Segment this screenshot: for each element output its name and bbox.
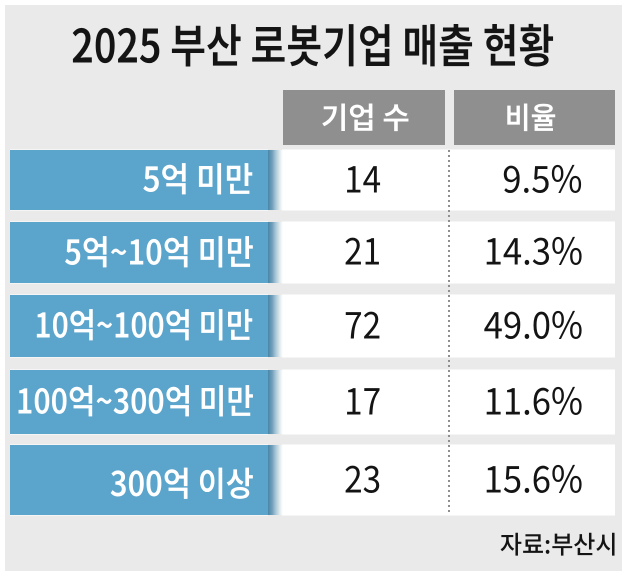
ratio-value: 15.6% — [454, 445, 583, 515]
ratio-value-text: 15.6% — [483, 449, 583, 504]
ratio-value: 14.3% — [454, 221, 583, 284]
ratio-value: 49.0% — [454, 295, 583, 357]
column-header-ratio-text: 비율 — [504, 93, 557, 137]
ratio-value: 9.5% — [454, 149, 583, 210]
companies-value-text: 21 — [344, 221, 382, 276]
ratio-value-text: 49.0% — [483, 295, 583, 350]
table-row: 100억~300억 미만 17 11.6% — [0, 370, 625, 434]
column-divider-dotted-line — [448, 150, 450, 514]
column-header-companies-text: 기업 수 — [321, 93, 410, 137]
row-label-cell: 300억 이상 — [10, 445, 283, 515]
row-label: 5억 미만 — [142, 152, 254, 202]
row-label: 10억~100억 미만 — [34, 298, 254, 348]
row-label: 100억~300억 미만 — [15, 374, 254, 424]
row-label-cell: 100억~300억 미만 — [10, 370, 283, 434]
table-row: 300억 이상 23 15.6% — [0, 445, 625, 515]
source-credit: 자료:부산시 — [495, 525, 618, 561]
column-header-ratio: 비율 — [454, 90, 615, 145]
companies-value: 21 — [283, 222, 381, 284]
ratio-value-text: 9.5% — [502, 149, 583, 203]
chart-title: 2025 부산 로봇기업 매출 현황 — [5, 5, 622, 87]
ratio-value-text: 11.6% — [483, 371, 583, 426]
companies-value-text: 17 — [344, 371, 382, 426]
source-credit-text: 자료:부산시 — [499, 525, 618, 562]
companies-value-text: 14 — [344, 149, 382, 203]
ratio-value: 11.6% — [454, 370, 583, 434]
chart-title-text: 2025 부산 로봇기업 매출 현황 — [71, 10, 555, 77]
column-header-companies: 기업 수 — [283, 90, 445, 145]
row-label-cell: 10억~100억 미만 — [10, 295, 283, 357]
table-row: 5억~10억 미만 21 14.3% — [0, 221, 625, 284]
table-row: 10억~100억 미만 72 49.0% — [0, 295, 625, 357]
table-row: 5억 미만 14 9.5% — [0, 149, 625, 210]
row-label-cell: 5억 미만 — [10, 149, 283, 210]
companies-value: 14 — [283, 149, 382, 210]
companies-value-text: 72 — [344, 295, 382, 350]
companies-value-text: 23 — [344, 449, 382, 504]
companies-value: 23 — [283, 445, 381, 515]
companies-value: 17 — [283, 370, 381, 434]
row-label: 5억~10억 미만 — [64, 225, 254, 275]
companies-value: 72 — [283, 295, 381, 357]
row-label-cell: 5억~10억 미만 — [10, 221, 283, 283]
row-label: 300억 이상 — [109, 456, 254, 506]
ratio-value-text: 14.3% — [483, 221, 583, 276]
